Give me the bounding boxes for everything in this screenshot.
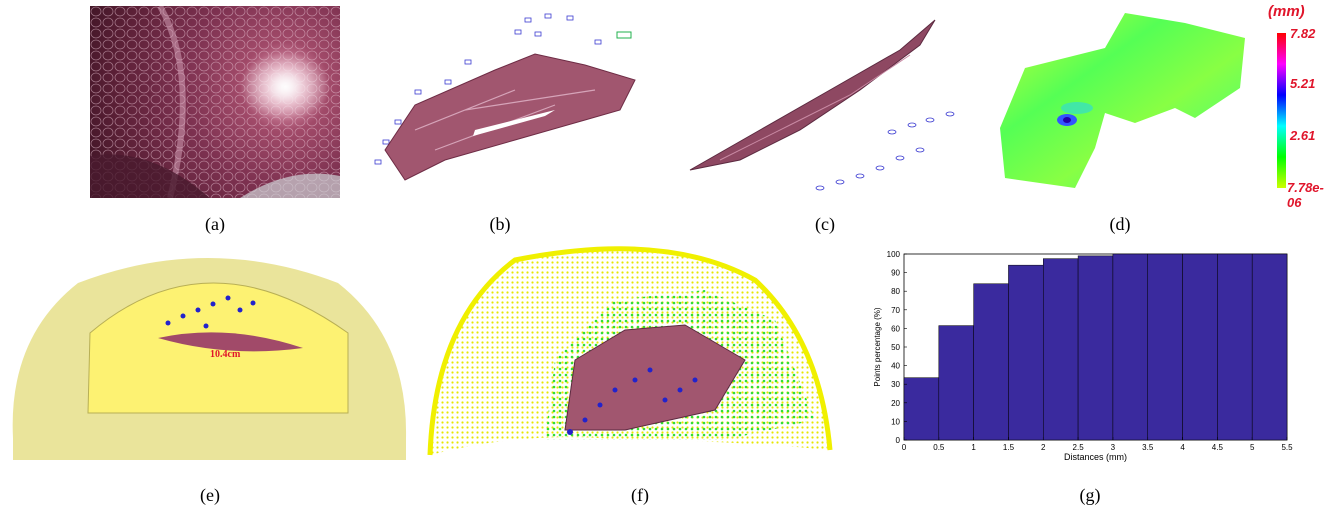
x-tick-label: 5.5 <box>1281 443 1293 452</box>
y-tick-label: 30 <box>891 380 900 389</box>
histogram-bar <box>1182 253 1218 441</box>
y-tick-label: 40 <box>891 362 900 371</box>
y-tick-label: 60 <box>891 324 900 333</box>
histogram-bar <box>1077 255 1114 441</box>
caption-f: (f) <box>631 485 649 505</box>
reconstruction-view-c <box>680 10 980 200</box>
histogram-bar <box>1251 253 1288 441</box>
caption-b: (b) <box>489 214 511 234</box>
x-tick-label: 2 <box>1041 443 1046 452</box>
colorbar-tick-max: 7.82 <box>1290 26 1316 41</box>
x-tick-label: 3 <box>1111 443 1116 452</box>
reconstructed-surface-b <box>374 13 636 181</box>
measurement-label: 10.4cm <box>210 349 241 360</box>
y-tick-label: 90 <box>891 269 900 278</box>
y-tick-label: 0 <box>896 436 901 445</box>
histogram-bar <box>1217 253 1253 441</box>
histogram-bar <box>1112 253 1148 441</box>
x-tick-label: 0 <box>902 443 907 452</box>
x-tick-label: 1 <box>971 443 976 452</box>
y-tick-label: 80 <box>891 287 900 296</box>
histogram-bar <box>1008 264 1044 441</box>
y-tick-label: 10 <box>891 417 900 426</box>
x-tick-label: 0.5 <box>933 443 945 452</box>
photo-texture <box>90 6 340 198</box>
histogram-bar <box>938 325 974 441</box>
caption-e: (e) <box>200 485 220 505</box>
x-tick-label: 2.5 <box>1073 443 1085 452</box>
caption-g: (g) <box>1079 485 1101 505</box>
colorbar-tick-min: 7.78e-06 <box>1287 180 1324 210</box>
reconstruction-view-b <box>355 10 655 200</box>
x-axis-label: Distances (mm) <box>1064 452 1127 462</box>
error-heatmap <box>985 8 1255 198</box>
x-tick-label: 4 <box>1180 443 1185 452</box>
histogram-bar <box>1043 258 1079 441</box>
y-tick-label: 50 <box>891 343 900 352</box>
x-tick-label: 3.5 <box>1142 443 1154 452</box>
histogram-bar <box>1147 253 1183 441</box>
reconstructed-surface-c <box>689 19 955 191</box>
colorbar <box>1277 33 1286 188</box>
translucent-model <box>12 258 407 460</box>
distance-histogram: 0 10 20 30 40 50 60 70 80 90 100 0 0.5 1 1.5 2 2.5 3 3.5 4 4… <box>860 244 1300 474</box>
colorbar-tick-3: 2.61 <box>1290 128 1316 143</box>
histogram-chart: 0 10 20 30 40 50 60 70 80 90 100 0 0.5 1 1.5 2 2.5 3 3.5 4 4… <box>873 250 1293 462</box>
histogram-bar <box>973 283 1009 441</box>
registration-view-f <box>425 240 835 465</box>
y-axis-label: Points percentage (%) <box>873 307 882 386</box>
y-tick-label: 20 <box>891 399 900 408</box>
x-tick-label: 5 <box>1250 443 1255 452</box>
caption-d: (d) <box>1109 214 1131 234</box>
x-tick-label: 1.5 <box>1003 443 1015 452</box>
endoscopic-photo <box>90 6 340 198</box>
caption-a: (a) <box>205 214 225 234</box>
x-tick-label: 4.5 <box>1212 443 1224 452</box>
caption-c: (c) <box>815 214 835 234</box>
registered-point-cloud <box>427 246 833 456</box>
y-tick-label: 100 <box>887 250 901 259</box>
colorbar-tick-2: 5.21 <box>1290 76 1316 91</box>
histogram-bar <box>903 377 940 441</box>
colorbar-unit: (mm) <box>1268 3 1305 20</box>
heatmap-surface <box>1000 13 1245 188</box>
y-tick-label: 70 <box>891 306 900 315</box>
volume-model-e <box>8 238 408 463</box>
